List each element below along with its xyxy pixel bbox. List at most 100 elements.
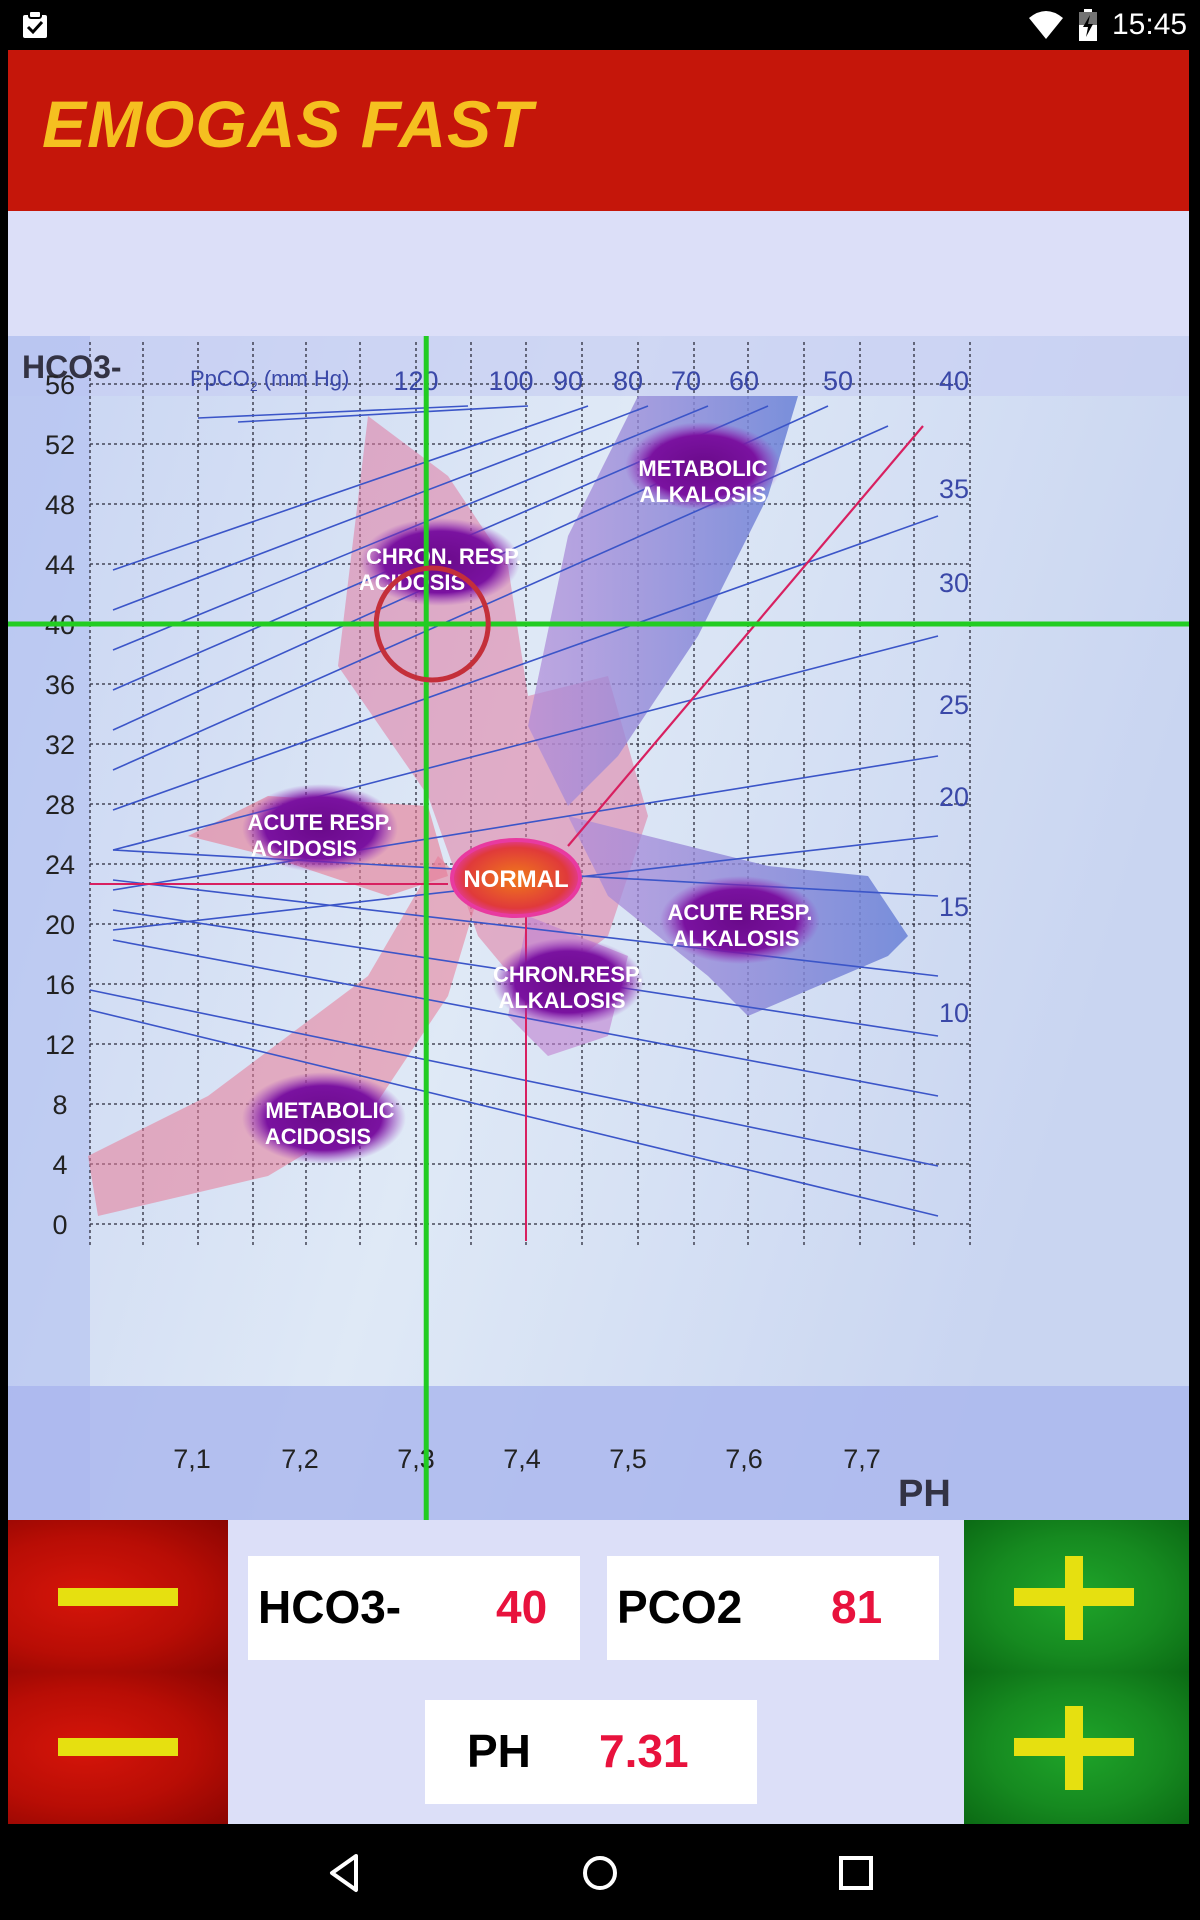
x-tick-label-2: 7,3 [397, 1444, 435, 1474]
pco2-top-label-80: 80 [613, 366, 643, 396]
y-tick-label-12: 12 [45, 1030, 75, 1060]
chart-top-band [8, 336, 1189, 396]
status-time: 15:45 [1112, 8, 1188, 41]
y-tick-label-52: 52 [45, 430, 75, 460]
plus-icon [1014, 1706, 1134, 1790]
app-bar: EMOGAS FAST [8, 50, 1189, 211]
isobar-10 [112, 755, 939, 891]
acute-resp-alkalosis-label-2: ALKALOSIS [672, 926, 799, 951]
pco2-top-tick-labels: 120 100 90 80 70 60 50 40 [393, 366, 969, 396]
plus-icon [1014, 1556, 1134, 1640]
x-tick-labels: 7,1 7,2 7,3 7,4 7,5 7,6 7,7 [173, 1444, 881, 1474]
ph-increment-button[interactable] [964, 1672, 1189, 1824]
cursor-circle [373, 565, 491, 683]
nomogram-svg[interactable]: METABOLIC ALKALOSIS CHRON. RESP. ACIDOSI… [8, 336, 1189, 1520]
minus-icon [58, 1588, 178, 1606]
x-axis-title: PH [898, 1473, 951, 1515]
chart-bottom-band [8, 1386, 1189, 1520]
acute-resp-alkalosis-label-1: ACUTE RESP. [667, 900, 812, 925]
x-tick-label-5: 7,6 [725, 1444, 763, 1474]
chron-resp-acidosis-label-1: CHRON. RESP. [366, 544, 522, 569]
controls-panel: HCO3- 40 PCO2 81 PH 7.31 [8, 1520, 1189, 1824]
hco3-pco2-decrement-button[interactable] [8, 1520, 228, 1672]
pco2-axis-title-main: PpCO [190, 366, 250, 391]
pco2-top-label-120: 120 [393, 366, 438, 396]
pco2-axis-title: PpCO2 (mm Hg) [190, 366, 349, 394]
pco2-top-label-90: 90 [553, 366, 583, 396]
chron-resp-alkalosis-label-2: ALKALOSIS [498, 988, 625, 1013]
metabolic-acidosis-blob [242, 1072, 406, 1164]
hco3-pco2-increment-button[interactable] [964, 1520, 1189, 1672]
y-tick-label-16: 16 [45, 970, 75, 1000]
metabolic-alkalosis-label-1: METABOLIC [638, 456, 767, 481]
pco2-axis-title-unit: (mm Hg) [258, 366, 350, 391]
metabolic-acidosis-region [88, 856, 478, 1216]
chron-resp-acidosis-blob [360, 518, 520, 606]
chron-resp-alkalosis-label-1: CHRON.RESP. [493, 962, 643, 987]
normal-label: NORMAL [463, 866, 568, 893]
pco2-top-label-70: 70 [671, 366, 701, 396]
x-tick-label-6: 7,7 [843, 1444, 881, 1474]
ph-value: 7.31 [599, 1725, 689, 1777]
pco2-right-tick-labels: 35 30 25 20 15 10 [939, 474, 969, 1028]
battery-charging-icon [1079, 9, 1097, 41]
acute-resp-acidosis-label-2: ACIDOSIS [251, 836, 357, 861]
isobar-2 [112, 405, 589, 571]
back-icon[interactable] [320, 1848, 370, 1898]
hco3-value-box: HCO3- 40 [248, 1556, 580, 1660]
pco2-value-box: PCO2 81 [607, 1556, 939, 1660]
isobar-8 [112, 515, 939, 811]
metabolic-acidosis-label-1: METABOLIC [265, 1098, 394, 1123]
chart-left-band [8, 336, 90, 1520]
metabolic-alkalosis-label-2: ALKALOSIS [639, 482, 766, 507]
y-tick-label-32: 32 [45, 730, 75, 760]
y-tick-label-28: 28 [45, 790, 75, 820]
ph-decrement-button[interactable] [8, 1672, 228, 1824]
y-axis-title: HCO3- [22, 349, 122, 385]
app-title: EMOGAS FAST [42, 87, 534, 161]
pco2-right-label-35: 35 [939, 474, 969, 504]
pco2-top-label-100: 100 [488, 366, 533, 396]
home-icon[interactable] [575, 1848, 625, 1898]
acute-resp-acidosis-label-1: ACUTE RESP. [247, 810, 392, 835]
pco2-right-label-10: 10 [939, 998, 969, 1028]
x-tick-label-1: 7,2 [281, 1444, 319, 1474]
acid-base-nomogram[interactable]: METABOLIC ALKALOSIS CHRON. RESP. ACIDOSI… [8, 336, 1189, 1520]
chron-resp-alkalosis-blob [492, 938, 644, 1026]
y-tick-label-20: 20 [45, 910, 75, 940]
y-tick-label-0: 0 [52, 1210, 67, 1240]
pco2-top-label-50: 50 [823, 366, 853, 396]
isobar-0 [197, 405, 469, 419]
metabolic-alkalosis-blob [625, 422, 781, 510]
hco3-label: HCO3- [258, 1581, 402, 1633]
ph-label: PH [467, 1725, 531, 1777]
normal-blob [450, 838, 582, 918]
pco2-label: PCO2 [617, 1581, 743, 1633]
minus-icon [58, 1738, 178, 1756]
pco2-value: 81 [831, 1581, 883, 1633]
pco2-right-label-15: 15 [939, 892, 969, 922]
y-tick-label-44: 44 [45, 550, 75, 580]
y-tick-label-36: 36 [45, 670, 75, 700]
isobar-17 [89, 1009, 939, 1217]
y-tick-label-56: 56 [45, 370, 75, 400]
pco2-right-label-20: 20 [939, 782, 969, 812]
metabolic-acidosis-label-2: ACIDOSIS [265, 1124, 371, 1149]
y-tick-label-4: 4 [52, 1150, 67, 1180]
clipboard-check-icon [23, 10, 47, 38]
y-tick-label-8: 8 [52, 1090, 67, 1120]
x-tick-label-3: 7,4 [503, 1444, 541, 1474]
pco2-top-label-60: 60 [729, 366, 759, 396]
acute-resp-acidosis-blob [242, 784, 398, 872]
isobar-16 [89, 989, 939, 1167]
recents-icon[interactable] [831, 1848, 881, 1898]
nav-bar [0, 1824, 1200, 1920]
status-bar: 15:45 [0, 0, 1200, 50]
x-tick-label-4: 7,5 [609, 1444, 647, 1474]
y-tick-label-48: 48 [45, 490, 75, 520]
isobar-1 [237, 405, 529, 423]
pco2-axis-title-sub: 2 [250, 378, 258, 394]
cursor-marker[interactable] [8, 336, 1189, 1520]
x-tick-label-0: 7,1 [173, 1444, 211, 1474]
